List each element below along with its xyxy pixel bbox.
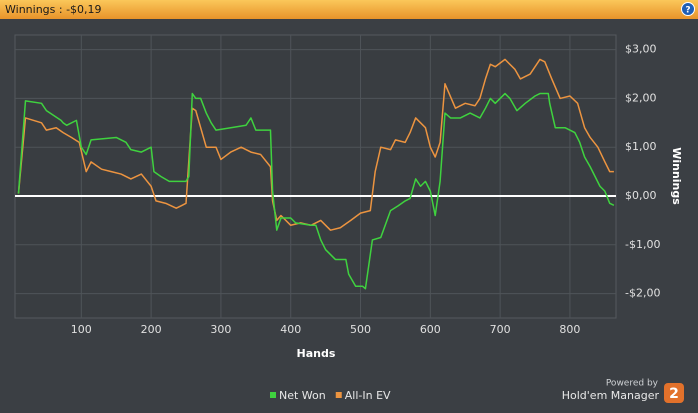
grid: 100 200 300 400 500 600 700 800 -$2,00 -$1,00 $0,0… [15,35,660,336]
y-tick-label: -$1,00 [625,238,660,251]
legend-label: All-In EV [345,389,391,402]
y-tick-label: $3,00 [625,43,657,56]
legend: Net Won All-In EV [270,389,391,402]
brand-logo [664,383,684,403]
legend-swatch [270,392,276,398]
lines [17,58,615,290]
x-tick-label: 500 [350,323,371,336]
x-tick-label: 800 [559,323,580,336]
help-icon-label[interactable]: ? [685,6,690,16]
x-tick-label: 100 [71,323,92,336]
y-tick-label: -$2,00 [625,287,660,300]
brand-name: Hold'em Manager [562,389,660,402]
x-axis-label: Hands [297,347,336,360]
y-tick-label: $2,00 [625,91,657,104]
y-tick-label: $0,00 [625,189,657,202]
legend-label: Net Won [279,389,326,402]
x-tick-label: 600 [420,323,441,336]
chart-title: Winnings : -$0,19 [5,3,102,16]
x-tick-label: 700 [490,323,511,336]
help-icon[interactable] [681,2,695,16]
y-tick-label: $1,00 [625,140,657,153]
legend-swatch [335,392,342,398]
x-tick-label: 300 [210,323,231,336]
brand-version: 2 [669,386,679,402]
x-tick-label: 200 [141,323,162,336]
series-line [17,92,615,290]
header-bar [0,0,698,19]
x-tick-label: 400 [280,323,301,336]
series-line [17,58,614,231]
plot-area [14,34,617,319]
powered-by: Powered by [606,379,659,389]
y-axis-label: Winnings [670,147,683,205]
